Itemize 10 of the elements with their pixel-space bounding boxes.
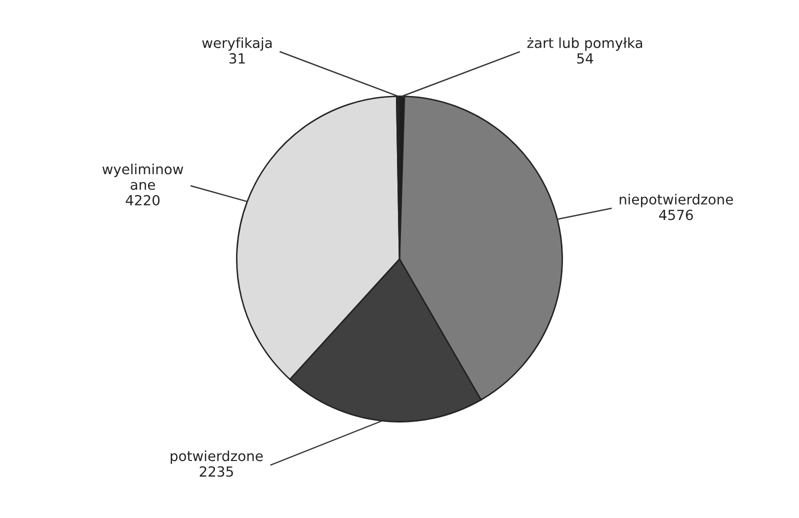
data-label: 54 [577, 53, 594, 64]
slice-label: weryfikaja [202, 37, 272, 51]
data-label: 4220 [126, 194, 160, 206]
data-label: 31 [229, 53, 245, 64]
data-label: 4576 [659, 210, 693, 220]
slice-label: potwierdzone [170, 450, 263, 464]
slice-label: niepotwierdzone [620, 194, 733, 208]
data-label: 2235 [200, 466, 233, 477]
slice-label: żart lub pomyłka [527, 37, 642, 51]
slice-label: wyeliminow ane [102, 164, 184, 190]
